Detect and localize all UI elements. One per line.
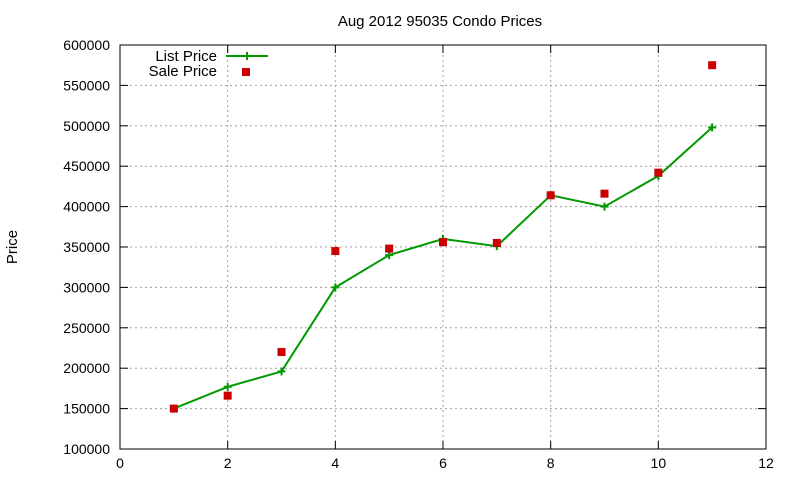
y-tick-label: 250000 [63, 320, 110, 336]
x-tick-label: 6 [439, 455, 447, 471]
legend: List Price Sale Price [149, 48, 268, 80]
grid-lines [120, 45, 766, 449]
y-tick-label: 200000 [63, 360, 110, 376]
sale-price-point [169, 404, 178, 413]
sale-price-point [277, 348, 286, 357]
sale-price-point [439, 238, 447, 247]
legend-sale-price-marker [242, 68, 250, 76]
data-series [169, 61, 717, 413]
x-tick-label: 4 [331, 455, 339, 471]
list-price-point [223, 382, 232, 391]
legend-label-sale-price: Sale Price [149, 63, 217, 80]
x-tick-label: 0 [116, 455, 124, 471]
sale-price-point [385, 244, 394, 253]
y-tick-label: 300000 [63, 279, 110, 295]
y-tick-label: 400000 [63, 199, 110, 215]
list-price-point [331, 283, 340, 292]
y-tick-label: 550000 [63, 77, 110, 93]
y-tick-label: 350000 [63, 239, 110, 255]
sale-price-point [546, 191, 555, 200]
x-tick-label: 8 [547, 455, 555, 471]
y-tick-label: 150000 [63, 401, 110, 417]
list-price-point [708, 123, 717, 132]
y-tick-label: 500000 [63, 118, 110, 134]
chart-title: Aug 2012 95035 Condo Prices [338, 13, 542, 30]
x-tick-label: 2 [224, 455, 232, 471]
sale-price-point [600, 189, 609, 198]
sale-price-point [708, 61, 717, 70]
sale-price-point [331, 247, 340, 256]
y-axis-label: Price [4, 230, 21, 264]
legend-label-list-price: List Price [155, 48, 217, 65]
list-price-point [277, 367, 286, 376]
y-tick-label: 600000 [63, 37, 110, 53]
sale-price-point [223, 391, 232, 400]
x-tick-label: 12 [758, 455, 774, 471]
sale-price-point [492, 238, 501, 247]
y-tick-label: 450000 [63, 158, 110, 174]
axis-ticks: 100000 150000 200000 250000 300000 350000 4000… [63, 37, 774, 471]
sale-price-point [654, 168, 663, 177]
y-tick-label: 100000 [63, 441, 110, 457]
x-tick-label: 10 [651, 455, 667, 471]
plot-frame [119, 44, 767, 450]
list-price-point [600, 202, 609, 211]
